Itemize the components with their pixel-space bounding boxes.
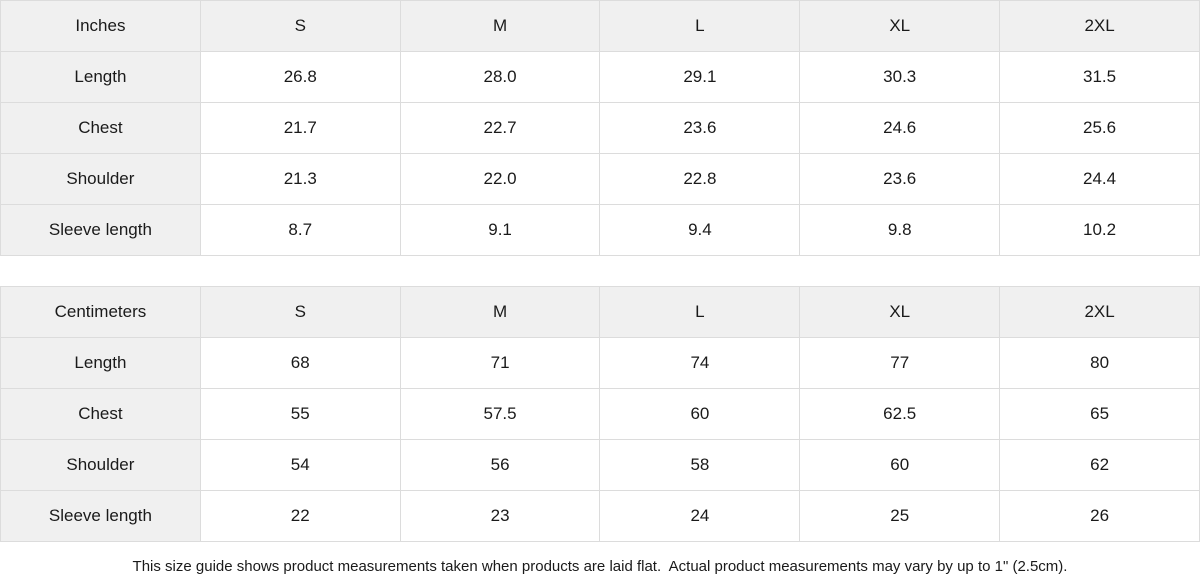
size-column-header: S	[199, 286, 401, 338]
unit-header-cell: Centimeters	[0, 286, 201, 338]
value-cell: 60	[599, 388, 801, 440]
value-cell: 74	[599, 337, 801, 389]
row-label-cell: Chest	[0, 102, 201, 154]
value-cell: 26.8	[199, 51, 401, 103]
size-column-header: L	[599, 286, 801, 338]
table-row: Shoulder 21.3 22.0 22.8 23.6 24.4	[0, 153, 1200, 205]
value-cell: 21.7	[199, 102, 401, 154]
size-guide-note: This size guide shows product measuremen…	[132, 558, 1068, 575]
value-cell: 22.7	[399, 102, 601, 154]
table-header-row: Centimeters S M L XL 2XL	[0, 286, 1200, 338]
table-row: Shoulder 54 56 58 60 62	[0, 439, 1200, 491]
row-label-cell: Shoulder	[0, 439, 201, 491]
size-column-header: XL	[799, 0, 1001, 52]
value-cell: 21.3	[199, 153, 401, 205]
table-row: Chest 21.7 22.7 23.6 24.6 25.6	[0, 102, 1200, 154]
value-cell: 62.5	[799, 388, 1001, 440]
value-cell: 8.7	[199, 204, 401, 256]
unit-header-cell: Inches	[0, 0, 201, 52]
value-cell: 57.5	[399, 388, 601, 440]
value-cell: 23	[399, 490, 601, 542]
value-cell: 56	[399, 439, 601, 491]
row-label-cell: Shoulder	[0, 153, 201, 205]
value-cell: 22.0	[399, 153, 601, 205]
size-table-centimeters: Centimeters S M L XL 2XL Length 68 71 74…	[0, 286, 1200, 542]
value-cell: 77	[799, 337, 1001, 389]
value-cell: 9.4	[599, 204, 801, 256]
value-cell: 23.6	[799, 153, 1001, 205]
size-column-header: XL	[799, 286, 1001, 338]
table-row: Sleeve length 22 23 24 25 26	[0, 490, 1200, 542]
size-column-header: 2XL	[999, 286, 1200, 338]
row-label-cell: Chest	[0, 388, 201, 440]
table-row: Chest 55 57.5 60 62.5 65	[0, 388, 1200, 440]
value-cell: 28.0	[399, 51, 601, 103]
size-column-header: M	[399, 0, 601, 52]
value-cell: 24	[599, 490, 801, 542]
value-cell: 29.1	[599, 51, 801, 103]
value-cell: 62	[999, 439, 1200, 491]
size-table-inches: Inches S M L XL 2XL Length 26.8 28.0 29.…	[0, 0, 1200, 256]
value-cell: 23.6	[599, 102, 801, 154]
table-row: Sleeve length 8.7 9.1 9.4 9.8 10.2	[0, 204, 1200, 256]
value-cell: 60	[799, 439, 1001, 491]
value-cell: 25	[799, 490, 1001, 542]
value-cell: 9.8	[799, 204, 1001, 256]
size-column-header: L	[599, 0, 801, 52]
value-cell: 68	[199, 337, 401, 389]
value-cell: 55	[199, 388, 401, 440]
value-cell: 30.3	[799, 51, 1001, 103]
value-cell: 24.6	[799, 102, 1001, 154]
value-cell: 24.4	[999, 153, 1200, 205]
size-column-header: S	[199, 0, 401, 52]
table-spacer	[0, 256, 1200, 286]
value-cell: 31.5	[999, 51, 1200, 103]
row-label-cell: Length	[0, 51, 201, 103]
size-column-header: M	[399, 286, 601, 338]
value-cell: 22	[199, 490, 401, 542]
value-cell: 22.8	[599, 153, 801, 205]
value-cell: 9.1	[399, 204, 601, 256]
value-cell: 10.2	[999, 204, 1200, 256]
value-cell: 26	[999, 490, 1200, 542]
value-cell: 25.6	[999, 102, 1200, 154]
size-column-header: 2XL	[999, 0, 1200, 52]
value-cell: 54	[199, 439, 401, 491]
row-label-cell: Length	[0, 337, 201, 389]
table-row: Length 68 71 74 77 80	[0, 337, 1200, 389]
row-label-cell: Sleeve length	[0, 204, 201, 256]
value-cell: 65	[999, 388, 1200, 440]
value-cell: 58	[599, 439, 801, 491]
table-row: Length 26.8 28.0 29.1 30.3 31.5	[0, 51, 1200, 103]
value-cell: 80	[999, 337, 1200, 389]
row-label-cell: Sleeve length	[0, 490, 201, 542]
value-cell: 71	[399, 337, 601, 389]
table-header-row: Inches S M L XL 2XL	[0, 0, 1200, 52]
